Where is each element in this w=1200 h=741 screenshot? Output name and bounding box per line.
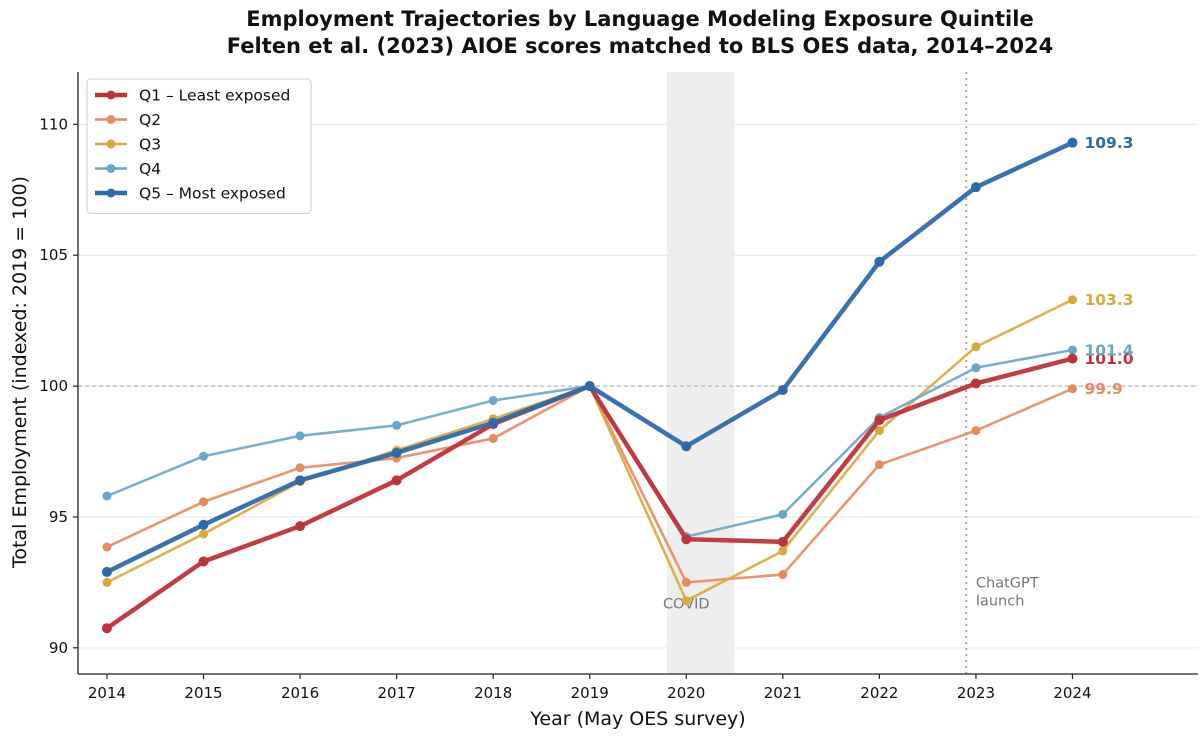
data-point-q4 bbox=[199, 451, 209, 461]
data-point-q2 bbox=[199, 497, 209, 507]
data-point-q3 bbox=[1067, 295, 1077, 305]
data-point-q1 bbox=[1067, 353, 1078, 364]
data-point-q4 bbox=[295, 431, 305, 441]
x-axis-label: Year (May OES survey) bbox=[529, 708, 745, 730]
data-point-q3 bbox=[102, 577, 112, 587]
data-point-q5 bbox=[101, 566, 112, 577]
chatgpt-launch-label: launch bbox=[976, 594, 1024, 610]
legend-marker-q2 bbox=[106, 115, 116, 124]
data-point-q1 bbox=[874, 415, 885, 426]
data-point-q4 bbox=[488, 395, 498, 405]
x-tick-label: 2019 bbox=[571, 684, 609, 702]
data-point-q1 bbox=[101, 623, 112, 634]
legend-box bbox=[86, 78, 312, 214]
data-point-q3 bbox=[874, 426, 884, 436]
end-label-q1: 101.0 bbox=[1084, 350, 1133, 368]
legend-marker-q4 bbox=[106, 164, 116, 173]
data-point-q1 bbox=[681, 534, 692, 545]
data-point-q4 bbox=[392, 420, 402, 430]
chart-title: Employment Trajectories by Language Mode… bbox=[246, 7, 1033, 31]
data-point-q4 bbox=[778, 509, 788, 519]
data-point-q1 bbox=[777, 536, 788, 547]
end-label-q2: 99.9 bbox=[1084, 380, 1122, 398]
y-tick-label: 95 bbox=[49, 508, 68, 526]
x-tick-label: 2024 bbox=[1053, 684, 1091, 702]
x-tick-label: 2015 bbox=[184, 684, 222, 702]
y-tick-label: 90 bbox=[49, 639, 68, 657]
end-labels: 101.0 99.9 103.3 101.4 109.3 bbox=[1084, 134, 1133, 398]
data-point-q3 bbox=[681, 596, 691, 606]
y-tick-label: 105 bbox=[39, 246, 68, 264]
data-point-q5 bbox=[198, 519, 209, 530]
legend-marker-q3 bbox=[106, 139, 116, 149]
data-point-q5 bbox=[970, 182, 981, 193]
legend-label-q3: Q3 bbox=[139, 136, 161, 154]
legend-label-q5: Q5 – Most exposed bbox=[139, 185, 286, 203]
legend[interactable]: Q1 – Least exposed Q2 Q3 Q4 Q5 – Most expose… bbox=[86, 78, 312, 214]
series-5 bbox=[101, 137, 1078, 577]
data-point-q1 bbox=[970, 378, 981, 389]
data-point-q1 bbox=[295, 521, 306, 532]
data-point-q5 bbox=[1067, 137, 1078, 148]
legend-label-q1: Q1 – Least exposed bbox=[139, 87, 290, 105]
x-tick-label: 2022 bbox=[860, 684, 898, 702]
chart-subtitle: Felten et al. (2023) AIOE scores matched… bbox=[227, 34, 1053, 58]
data-point-q2 bbox=[1067, 384, 1077, 394]
data-point-q5 bbox=[488, 417, 499, 428]
data-point-q2 bbox=[681, 577, 691, 587]
legend-marker-q1 bbox=[106, 90, 116, 100]
x-tick-label: 2021 bbox=[764, 684, 802, 702]
x-tick-label: 2023 bbox=[957, 684, 995, 702]
x-tick-label: 2016 bbox=[281, 684, 319, 702]
y-axis-label: Total Employment (indexed: 2019 = 100) bbox=[9, 176, 31, 569]
data-point-q4 bbox=[1067, 345, 1077, 355]
data-point-q2 bbox=[971, 426, 981, 436]
axes: 90 95 100 105 110 2014 2015 2016 2017 2018 2019 202… bbox=[39, 72, 1198, 702]
data-point-q5 bbox=[777, 385, 788, 396]
data-point-q5 bbox=[391, 447, 402, 458]
end-label-q4: 101.4 bbox=[1084, 341, 1133, 359]
x-tick-label: 2018 bbox=[474, 684, 512, 702]
data-point-q5 bbox=[681, 441, 692, 452]
legend-label-q2: Q2 bbox=[139, 111, 161, 129]
data-point-q1 bbox=[198, 556, 209, 567]
data-point-q2 bbox=[102, 542, 112, 552]
y-tick-label: 100 bbox=[39, 377, 68, 395]
y-tick-label: 110 bbox=[39, 115, 68, 133]
chatgpt-launch-label: ChatGPT bbox=[976, 576, 1039, 592]
data-point-q5 bbox=[295, 475, 306, 486]
data-point-q2 bbox=[778, 570, 788, 580]
legend-label-q4: Q4 bbox=[139, 160, 161, 178]
x-tick-label: 2020 bbox=[667, 684, 705, 702]
data-point-q5 bbox=[874, 256, 885, 267]
series-lines bbox=[101, 137, 1078, 634]
x-tick-label: 2014 bbox=[88, 684, 126, 702]
data-point-q2 bbox=[488, 433, 498, 443]
data-point-q3 bbox=[971, 342, 981, 352]
data-point-q4 bbox=[102, 491, 112, 501]
covid-shaded-span bbox=[666, 72, 735, 674]
end-label-q5: 109.3 bbox=[1084, 134, 1133, 152]
end-label-q3: 103.3 bbox=[1084, 291, 1133, 309]
legend-marker-q5 bbox=[106, 188, 116, 198]
x-tick-label: 2017 bbox=[378, 684, 416, 702]
data-point-q3 bbox=[199, 529, 209, 539]
data-point-q3 bbox=[778, 546, 788, 556]
data-point-q1 bbox=[391, 475, 402, 486]
data-point-q4 bbox=[971, 363, 981, 373]
data-point-q2 bbox=[295, 463, 305, 473]
data-point-q2 bbox=[874, 460, 884, 470]
data-point-q5 bbox=[584, 381, 595, 392]
